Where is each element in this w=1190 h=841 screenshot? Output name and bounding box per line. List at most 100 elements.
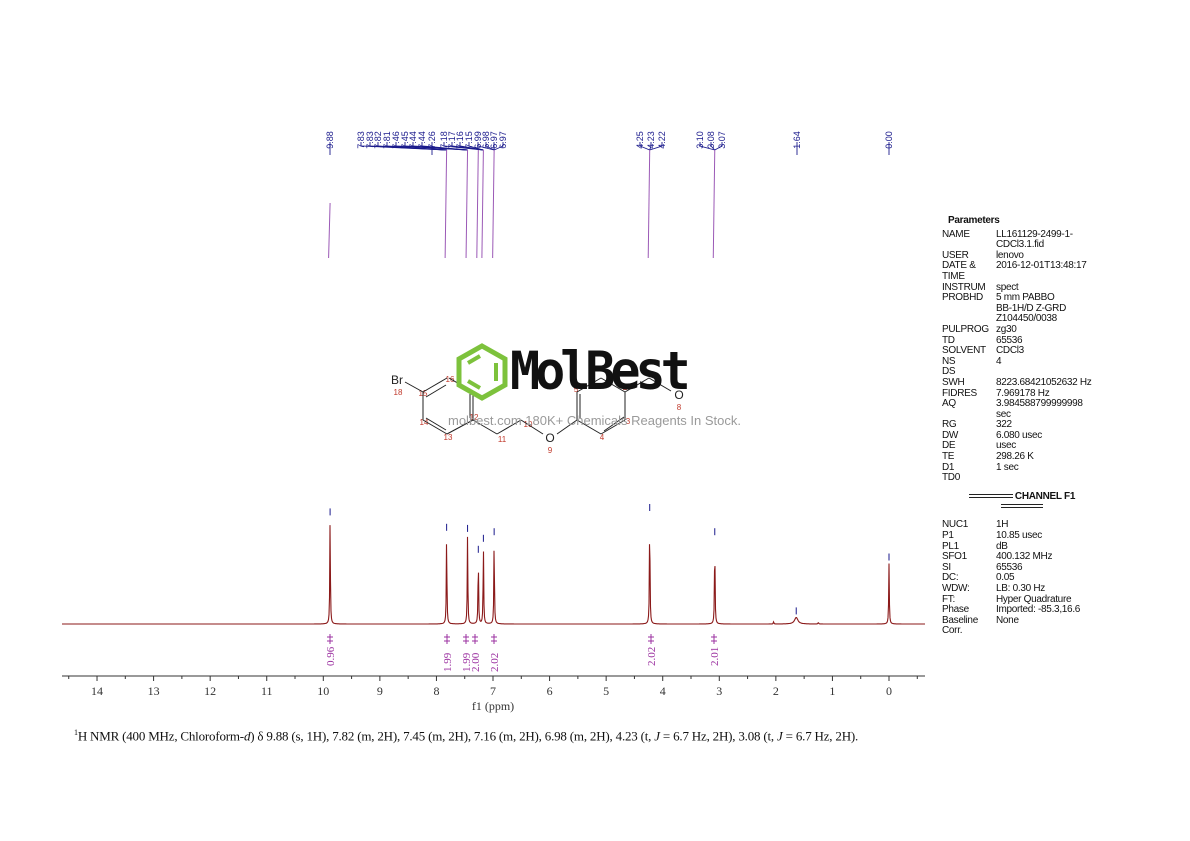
parameter-value: 10.85 usec [996, 530, 1042, 542]
x-tick-label: 1 [829, 684, 835, 698]
integral-value: 1.99 [461, 652, 473, 672]
parameter-row: Corr. [942, 626, 1102, 637]
bond [624, 377, 650, 393]
parameter-value: usec [996, 440, 1016, 452]
atom-number: 5 [574, 385, 579, 394]
peak-shift-label: 7.83 [356, 131, 366, 149]
peak-shift-label: 7.82 [373, 131, 383, 149]
parameter-key: DW [942, 429, 959, 441]
parameter-key: DC: [942, 572, 959, 584]
parameter-value: 65536 [996, 334, 1023, 346]
pointer-line [712, 149, 716, 259]
peak-shift-label: 7.18 [439, 131, 449, 149]
parameter-key: Corr. [942, 625, 963, 637]
peak-shift-label: 6.97 [498, 131, 508, 149]
x-tick-label: 14 [91, 684, 103, 698]
caption-text: = 6.7 Hz, 2H), 3.08 (t, [659, 728, 778, 744]
parameter-value: 5 mm PABBO BB-1H/D Z-GRD Z104450/0038 [996, 292, 1066, 325]
bond [425, 417, 447, 431]
parameter-row: DW 6.080 usec [942, 429, 1102, 442]
double-rule [1001, 504, 1043, 509]
parameter-row: Baseline None [942, 614, 1102, 627]
integral-value: 2.01 [709, 647, 721, 666]
atom-number: 11 [498, 435, 507, 444]
parameter-value: 7.969178 Hz [996, 387, 1050, 399]
bond [422, 377, 448, 393]
caption-italic: d [243, 728, 251, 744]
parameter-value: 1 sec [996, 461, 1019, 473]
parameter-value: 400.132 MHz [996, 551, 1053, 563]
parameter-row: TD0 [942, 473, 1102, 484]
x-tick-label: 2 [773, 684, 779, 698]
parameters-list: NAME LL161129-2499-1- CDCl3.1.fid USER leno… [942, 229, 1102, 484]
pointer-line [476, 149, 479, 259]
peak-shift-label: 7.17 [447, 131, 457, 149]
atom-number: 18 [394, 388, 403, 397]
peak-shift-label: 7.26 [427, 131, 437, 149]
peak-shift-label: 4.25 [635, 131, 645, 149]
caption-italic: J [654, 728, 660, 744]
bond [404, 381, 424, 393]
parameter-row: NUC1 1H [942, 520, 1102, 531]
parameter-row: RG 322 [942, 420, 1102, 431]
peak-shift-label: 7.83 [365, 131, 375, 149]
acquisition-parameters-panel: Parameters NAME LL161129-2499-1- CDCl3.1.… [942, 215, 1102, 637]
integral-value: 2.00 [470, 652, 482, 672]
bond [556, 419, 578, 435]
parameter-key: USER [942, 249, 969, 261]
integral-labels: 0.96 1.99 1.992.00 2.02 2.02 2.01 [325, 634, 721, 672]
bond [576, 419, 602, 435]
parameter-row: AQ 3.984588799999998 sec [942, 398, 1102, 420]
parameter-row: DS [942, 367, 1102, 378]
pointer-line [492, 149, 495, 259]
caption-italic: J [777, 728, 783, 744]
parameter-key: NUC1 [942, 519, 969, 531]
parameter-key: D1 [942, 461, 955, 473]
x-tick-label: 11 [261, 684, 273, 698]
parameter-key: DE [942, 440, 956, 452]
parameter-row: D1 1 sec [942, 461, 1102, 474]
x-tick-label: 7 [490, 684, 496, 698]
peak-markers [329, 504, 890, 615]
pointer-line [444, 149, 448, 259]
x-axis-label: f1 (ppm) [472, 699, 514, 713]
parameter-key: FT: [942, 593, 955, 605]
parameter-key: P1 [942, 530, 954, 542]
parameter-row: DE usec [942, 441, 1102, 452]
caption-text: ) δ 9.88 (s, 1H), 7.82 (m, 2H), 7.45 (m,… [250, 728, 655, 744]
caption-superscript: 1 [74, 728, 78, 737]
parameter-key: PL1 [942, 540, 959, 552]
bond [446, 419, 474, 435]
parameter-row: P1 10.85 usec [942, 530, 1102, 542]
bond [600, 419, 626, 435]
peak-shift-label: 6.97 [489, 131, 499, 149]
pointer-line [328, 202, 331, 259]
parameter-row: FT: Hyper Quadrature [942, 593, 1102, 606]
peak-shift-label: 4.23 [646, 131, 656, 149]
parameter-value: 65536 [996, 561, 1023, 573]
atom-number: 13 [444, 433, 453, 442]
parameter-value [996, 473, 1102, 484]
parameter-key: Baseline [942, 614, 978, 626]
molbest-watermark-logo: MolBest [452, 342, 691, 401]
pointer-line [647, 149, 651, 259]
parameter-row: PL1 dB [942, 540, 1102, 553]
parameter-row: DC: 0.05 [942, 573, 1102, 584]
pointer-line [481, 149, 484, 259]
molbest-logo-text: MolBest [510, 340, 691, 402]
parameter-key: FIDRES [942, 387, 977, 399]
parameter-row: INSTRUM spect [942, 282, 1102, 294]
spectrum-line [62, 525, 925, 625]
peak-shift-label: 4.22 [657, 131, 667, 149]
bond [576, 377, 602, 393]
integral-value: 2.02 [489, 653, 501, 672]
peak-shift-label: 3.07 [717, 131, 727, 149]
atom-number: 8 [677, 403, 682, 412]
x-tick-label: 12 [204, 684, 216, 698]
parameter-row: USER lenovo [942, 249, 1102, 262]
parameter-value: CDCl3 [996, 345, 1024, 357]
pointer-line [465, 149, 469, 259]
parameter-row: WDW: LB: 0.30 Hz [942, 583, 1102, 595]
peak-shift-label: 1.64 [792, 131, 802, 149]
x-tick-label: 4 [660, 684, 666, 698]
